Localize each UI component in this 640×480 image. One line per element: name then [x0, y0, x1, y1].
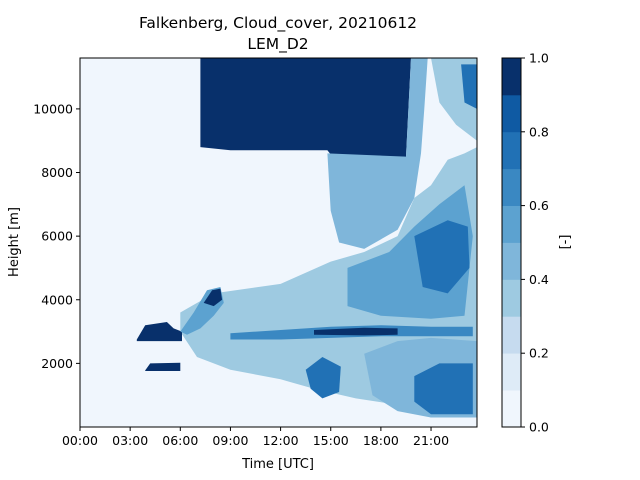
- x-tick-label: 15:00: [313, 433, 349, 448]
- x-tick-label: 03:00: [112, 433, 148, 448]
- contour-region: [414, 363, 473, 415]
- colorbar-swatch: [502, 58, 521, 96]
- contour-regions: [136, 58, 477, 418]
- chart-title-line1: Falkenberg, Cloud_cover, 20210612: [139, 14, 417, 33]
- x-tick-label: 18:00: [363, 433, 399, 448]
- x-tick-label: 12:00: [263, 433, 299, 448]
- contour-region: [203, 288, 223, 307]
- x-tick-label: 06:00: [162, 433, 198, 448]
- chart-title-line2: LEM_D2: [247, 35, 308, 54]
- colorbar-label: [-]: [558, 235, 573, 250]
- colorbar-tick-label: 0.4: [529, 272, 549, 287]
- colorbar-ticks: 0.0 0.2 0.4 0.6 0.8 1.0: [521, 51, 549, 435]
- colorbar-swatch: [502, 168, 521, 206]
- y-axis-label: Height [m]: [7, 207, 22, 277]
- plot-frame: [79, 57, 478, 428]
- contour-region: [305, 357, 341, 399]
- y-tick-label: 10000: [33, 101, 73, 116]
- contour-region: [461, 64, 477, 109]
- x-tick-label: 00:00: [62, 433, 98, 448]
- colorbar: [501, 57, 522, 428]
- colorbar-swatch: [502, 242, 521, 280]
- contour-region: [314, 327, 398, 336]
- contour-region: [414, 220, 470, 294]
- x-tick-label: 21:00: [413, 433, 449, 448]
- contour-region: [145, 362, 181, 371]
- contour-region: [327, 58, 428, 249]
- x-tick-label: 09:00: [212, 433, 248, 448]
- colorbar-swatch: [502, 390, 521, 428]
- y-tick-label: 2000: [41, 356, 73, 371]
- y-axis: 2000 4000 6000 8000 10000: [33, 101, 80, 371]
- colorbar-tick-label: 1.0: [529, 51, 549, 66]
- plot-area: [79, 57, 478, 428]
- contour-region: [136, 322, 182, 342]
- colorbar-tick-label: 0.2: [529, 346, 549, 361]
- colorbar-swatch: [502, 279, 521, 317]
- colorbar-swatch: [502, 131, 521, 170]
- y-tick-label: 6000: [41, 229, 73, 244]
- y-tick-label: 4000: [41, 292, 73, 307]
- colorbar-frame: [501, 57, 522, 428]
- colorbar-swatch: [502, 316, 521, 354]
- colorbar-swatch: [502, 205, 521, 243]
- colorbar-tick-label: 0.8: [529, 124, 549, 139]
- x-axis-label: Time [UTC]: [241, 457, 314, 472]
- y-tick-label: 8000: [41, 165, 73, 180]
- colorbar-tick-label: 0.0: [529, 420, 549, 435]
- colorbar-swatch: [502, 94, 521, 133]
- x-axis: 00:00 03:00 06:00 09:00 12:00 15:00 18:00 21:00: [62, 427, 449, 448]
- colorbar-swatch: [502, 353, 521, 391]
- colorbar-tick-label: 0.6: [529, 198, 549, 213]
